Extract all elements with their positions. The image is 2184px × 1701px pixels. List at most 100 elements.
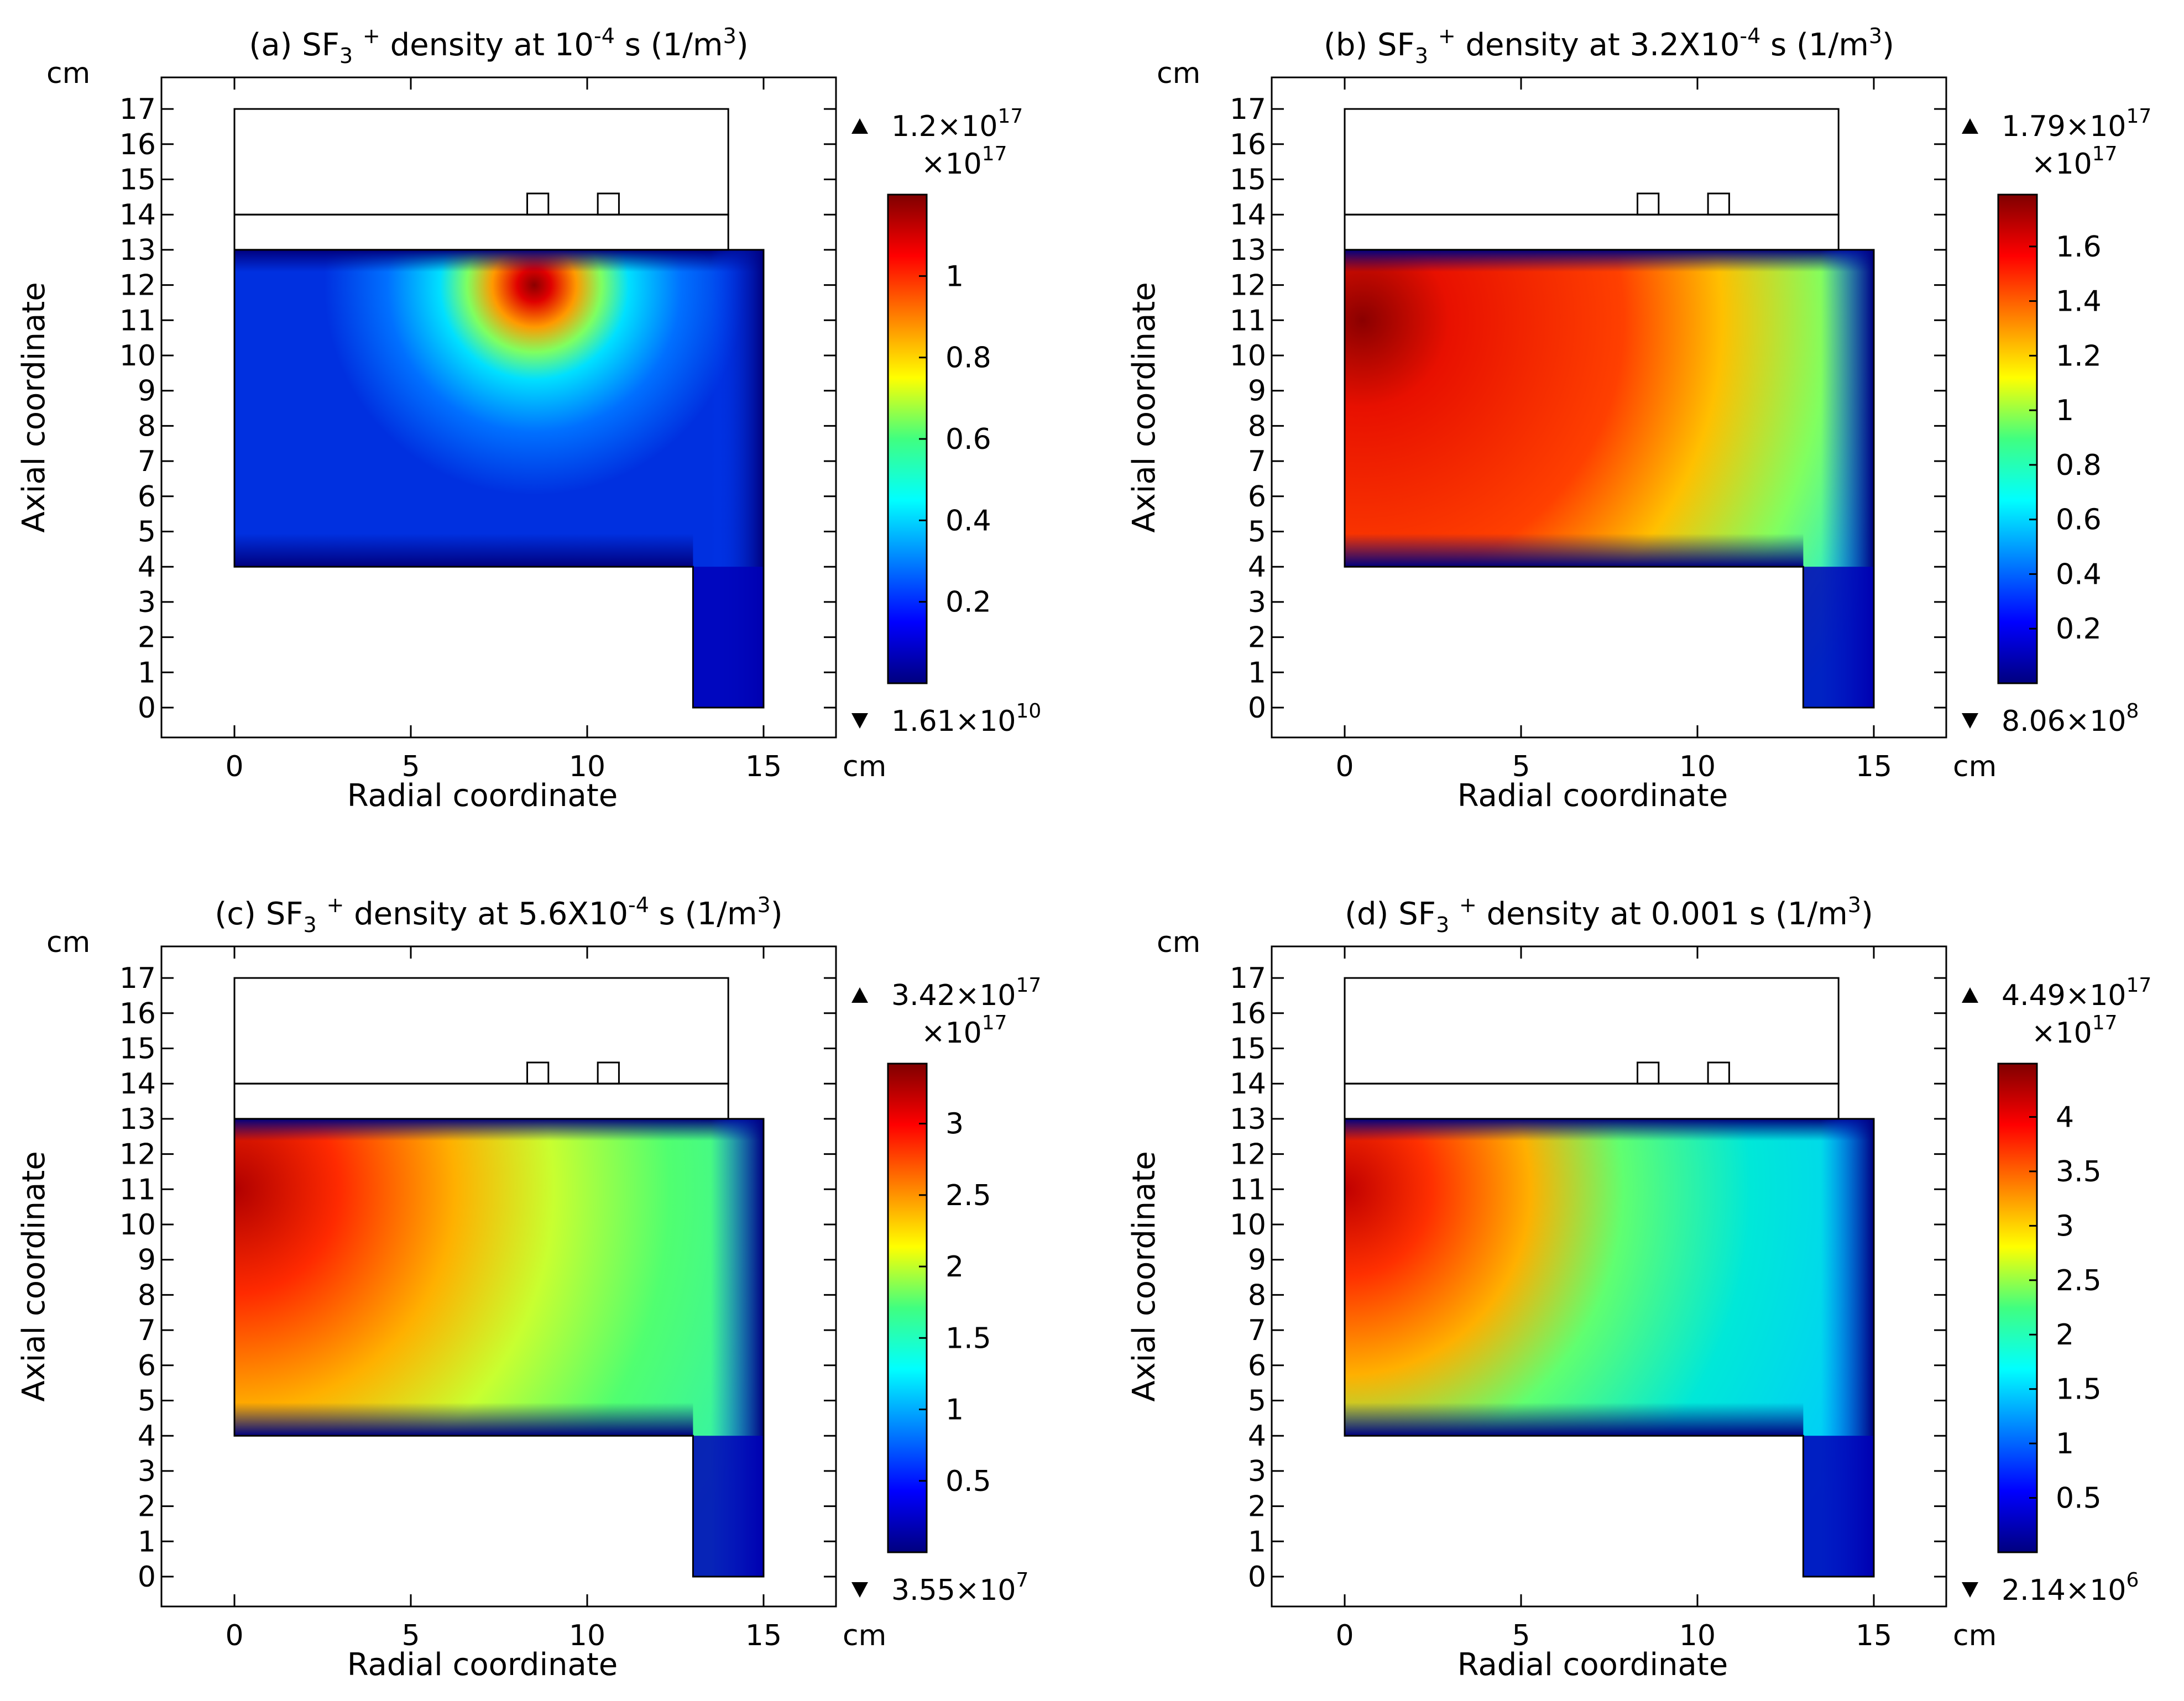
colorbar-multiplier: ×1017 (921, 143, 1007, 181)
x-axis-title: Radial coordinate (1457, 778, 1728, 814)
bottom-boundary-layer (234, 1402, 693, 1436)
top-boundary-layer (234, 249, 764, 272)
y-tick-label: 13 (119, 234, 156, 267)
colorbar-tick-label: 0.5 (945, 1465, 991, 1498)
y-tick-label: 6 (1248, 1349, 1266, 1383)
colorbar-tick-label: 1 (945, 1394, 964, 1427)
y-axis-title: Axial coordinate (16, 1151, 52, 1401)
y-axis-title: Axial coordinate (1126, 1151, 1162, 1401)
x-unit-label: cm (1953, 1619, 1997, 1652)
colorbar-tick-label: 3 (2056, 1210, 2074, 1243)
min-value-label: 2.14×106 (2002, 1569, 2139, 1607)
density-field (234, 1118, 764, 1577)
y-tick-label: 16 (119, 128, 156, 161)
x-unit-label: cm (843, 1619, 886, 1652)
window-gap (233, 213, 729, 251)
window-gap (1344, 1082, 1840, 1120)
y-tick-label: 17 (1230, 962, 1266, 995)
density-fill (1345, 249, 1874, 708)
density-fill (234, 1118, 764, 1577)
y-tick-label: 2 (138, 621, 156, 655)
y-tick-label: 12 (119, 269, 156, 302)
x-tick-label: 0 (1335, 1619, 1354, 1652)
y-tick-label: 8 (138, 1279, 156, 1312)
dielectric-window (233, 977, 729, 1085)
colorbar-tick-label: 0.8 (945, 342, 991, 375)
window-gap (1344, 213, 1840, 251)
y-axis-title: Axial coordinate (1126, 282, 1162, 532)
y-tick-label: 15 (119, 1033, 156, 1066)
y-tick-label: 2 (138, 1490, 156, 1524)
y-tick-label: 9 (138, 1244, 156, 1277)
y-tick-label: 13 (1230, 234, 1266, 267)
y-tick-label: 11 (1230, 1173, 1266, 1206)
colorbar-tick-label: 2.5 (945, 1179, 991, 1212)
y-tick-label: 6 (138, 1349, 156, 1383)
y-tick-label: 0 (1248, 692, 1266, 725)
x-tick-label: 5 (401, 750, 420, 783)
colorbar-tick-label: 4 (2056, 1101, 2074, 1134)
max-triangle-icon (851, 118, 868, 134)
y-tick-label: 10 (119, 1208, 156, 1242)
y-tick-label: 13 (119, 1103, 156, 1136)
plasma-region-outline (233, 1118, 765, 1578)
y-tick-label: 0 (1248, 1561, 1266, 1594)
y-tick-label: 6 (1248, 480, 1266, 514)
y-axis-title: Axial coordinate (16, 282, 52, 532)
max-value-label: 4.49×1017 (2002, 974, 2151, 1012)
y-tick-label: 15 (119, 164, 156, 197)
panel-title: (a) SF3 + density at 10-4 s (1/m3) (249, 24, 748, 68)
min-triangle-icon (1962, 713, 1978, 729)
colorbar-tick-label: 1 (945, 260, 964, 293)
top-boundary-layer (234, 1118, 764, 1141)
y-tick-label: 11 (1230, 304, 1266, 337)
colorbar-tick-label: 0.6 (945, 423, 991, 456)
colorbar-multiplier: ×1017 (2031, 143, 2118, 181)
colorbar-tick-label: 2 (945, 1250, 964, 1284)
outlet-channel (693, 567, 764, 708)
colorbar-tick-label: 0.2 (945, 586, 991, 619)
y-tick-label: 12 (1230, 269, 1266, 302)
y-tick-label: 4 (138, 1420, 156, 1453)
y-tick-label: 8 (1248, 410, 1266, 443)
max-value-label: 3.42×1017 (891, 974, 1041, 1012)
y-tick-label: 13 (1230, 1103, 1266, 1136)
y-unit-label: cm (46, 926, 90, 959)
colorbar (1997, 193, 2038, 684)
y-tick-label: 3 (1248, 1455, 1266, 1488)
x-unit-label: cm (1953, 750, 1997, 783)
y-tick-label: 16 (1230, 997, 1266, 1030)
y-tick-label: 4 (138, 551, 156, 584)
y-tick-label: 11 (119, 1173, 156, 1206)
axes-frame (1271, 945, 1947, 1608)
x-axis-title: Radial coordinate (1457, 1647, 1728, 1683)
x-tick-label: 0 (1335, 750, 1354, 783)
y-tick-label: 2 (1248, 1490, 1266, 1524)
density-fill (234, 249, 764, 708)
y-tick-label: 1 (138, 1525, 156, 1558)
min-value-label: 1.61×1010 (891, 700, 1041, 738)
y-tick-label: 1 (1248, 1525, 1266, 1558)
density-fill (1345, 1118, 1874, 1577)
density-field (234, 249, 764, 708)
y-tick-label: 9 (138, 375, 156, 408)
y-tick-label: 7 (138, 445, 156, 478)
y-tick-label: 8 (138, 410, 156, 443)
y-tick-label: 0 (138, 692, 156, 725)
colorbar-tick-label: 0.4 (945, 504, 991, 537)
colorbar-tick-label: 0.8 (2056, 449, 2102, 482)
y-tick-label: 7 (1248, 445, 1266, 478)
y-tick-label: 14 (119, 1067, 156, 1101)
y-tick-label: 10 (1230, 339, 1266, 373)
y-tick-label: 10 (1230, 1208, 1266, 1242)
x-tick-label: 15 (745, 750, 782, 783)
colorbar (1997, 1063, 2038, 1553)
dielectric-window (1344, 977, 1840, 1085)
coil-2 (597, 192, 620, 216)
colorbar-tick-label: 0.2 (2056, 613, 2102, 646)
top-boundary-layer (1345, 1118, 1874, 1141)
